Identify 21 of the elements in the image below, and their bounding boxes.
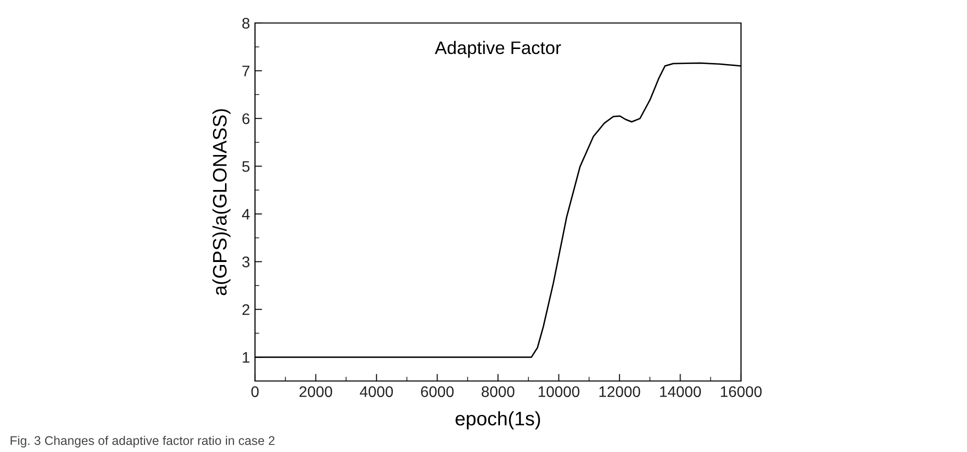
y-tick-label: 4 <box>242 208 250 220</box>
x-tick-label: 16000 <box>720 386 762 398</box>
x-axis-title: epoch(1s) <box>456 411 540 430</box>
x-tick-label: 14000 <box>660 386 701 398</box>
x-tick-label: 10000 <box>538 386 580 398</box>
y-tick-label: 1 <box>242 352 250 363</box>
x-tick-label: 4000 <box>360 386 393 398</box>
caption: Fig. 3 Changes of adaptive factor ratio in case 2 <box>10 436 274 448</box>
text: Adaptive Factor <box>434 40 561 58</box>
y-axis-title: a(GPS)/a(GLONASS) <box>212 109 231 296</box>
x-tick-label: 8000 <box>482 386 514 398</box>
x-tick-label: 0 <box>251 386 259 398</box>
y-tick-label: 7 <box>242 66 250 76</box>
y-tick-label: 2 <box>242 304 250 315</box>
y-tick-label: 5 <box>242 161 250 172</box>
y-tick-label: 3 <box>242 256 250 268</box>
y-tick-label: 8 <box>242 18 250 29</box>
x-tick-label: 6000 <box>421 386 454 398</box>
y-tick-label: 6 <box>242 113 250 124</box>
x-tick-label: 2000 <box>300 386 332 398</box>
x-tick-label: 12000 <box>599 386 640 398</box>
